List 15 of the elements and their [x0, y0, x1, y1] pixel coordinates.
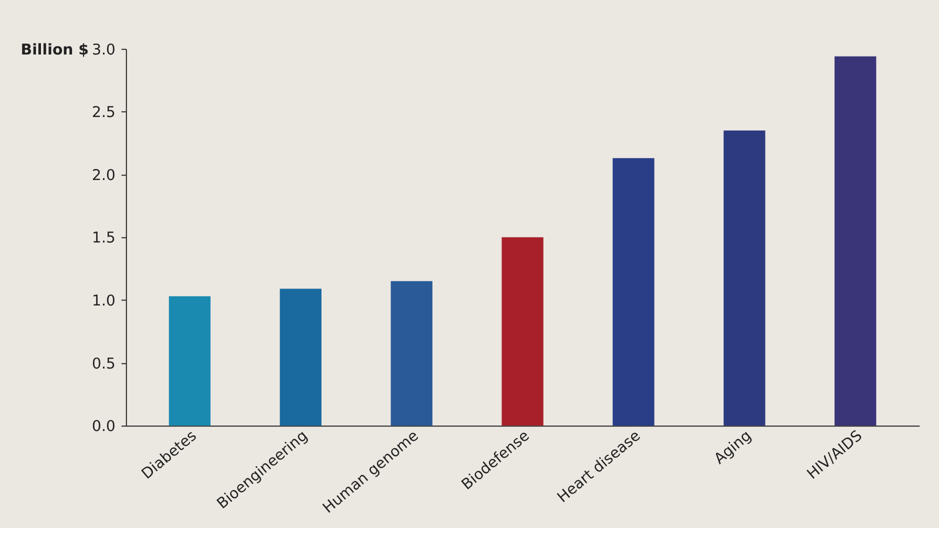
y-tick-label: 2.5 [92, 103, 116, 122]
y-tick-label: 0.0 [92, 417, 116, 436]
y-tick-label: 1.0 [92, 291, 116, 310]
y-tick-label: 2.0 [92, 166, 116, 184]
bar [502, 237, 544, 426]
bar [724, 130, 766, 426]
y-tick-label: 3.0 [92, 40, 116, 58]
bar [390, 281, 432, 426]
bar [168, 296, 211, 426]
bar [834, 56, 876, 426]
bar [280, 288, 322, 426]
bar [612, 158, 654, 426]
y-tick-label: 0.5 [92, 354, 116, 372]
y-axis-title: Billion $ [20, 40, 89, 58]
y-tick-label: 1.5 [92, 228, 116, 247]
